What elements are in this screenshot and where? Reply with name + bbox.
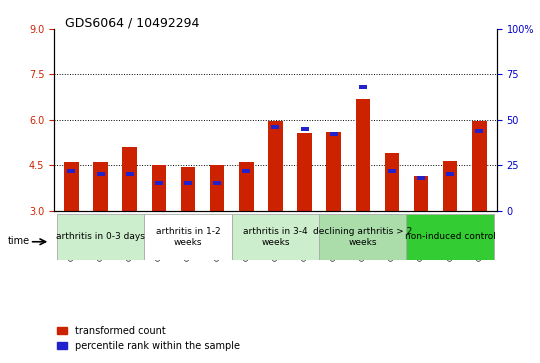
Bar [184, 182, 192, 185]
Bar [152, 165, 166, 211]
Bar [57, 214, 144, 260]
Bar [446, 172, 454, 176]
Bar [64, 162, 79, 211]
Bar [97, 172, 105, 176]
Bar [93, 162, 108, 211]
Bar [407, 214, 494, 260]
Bar [155, 182, 163, 185]
Text: arthritis in 0-3 days: arthritis in 0-3 days [56, 232, 145, 241]
Bar [268, 121, 282, 211]
Bar [319, 214, 407, 260]
Bar [144, 214, 232, 260]
Bar [126, 172, 134, 176]
Bar [232, 214, 319, 260]
Text: declining arthritis > 2
weeks: declining arthritis > 2 weeks [313, 227, 413, 246]
Bar [417, 176, 425, 180]
Bar [242, 169, 250, 172]
Bar [475, 129, 483, 132]
Bar [472, 121, 487, 211]
Bar [297, 134, 312, 211]
Text: time: time [8, 236, 30, 246]
Bar [123, 147, 137, 211]
Text: arthritis in 3-4
weeks: arthritis in 3-4 weeks [243, 227, 308, 246]
Bar [414, 176, 428, 211]
Text: non-induced control: non-induced control [405, 232, 496, 241]
Bar [181, 167, 195, 211]
Bar [301, 127, 308, 131]
Bar [388, 169, 396, 172]
Bar [359, 85, 367, 89]
Bar [443, 160, 457, 211]
Bar [68, 169, 76, 172]
Bar [326, 132, 341, 211]
Bar [272, 125, 279, 129]
Text: arthritis in 1-2
weeks: arthritis in 1-2 weeks [156, 227, 220, 246]
Bar [329, 132, 338, 136]
Legend: transformed count, percentile rank within the sample: transformed count, percentile rank withi… [53, 322, 244, 355]
Bar [355, 99, 370, 211]
Bar [384, 153, 399, 211]
Bar [210, 165, 225, 211]
Bar [239, 162, 254, 211]
Bar [213, 182, 221, 185]
Text: GDS6064 / 10492294: GDS6064 / 10492294 [65, 16, 199, 29]
